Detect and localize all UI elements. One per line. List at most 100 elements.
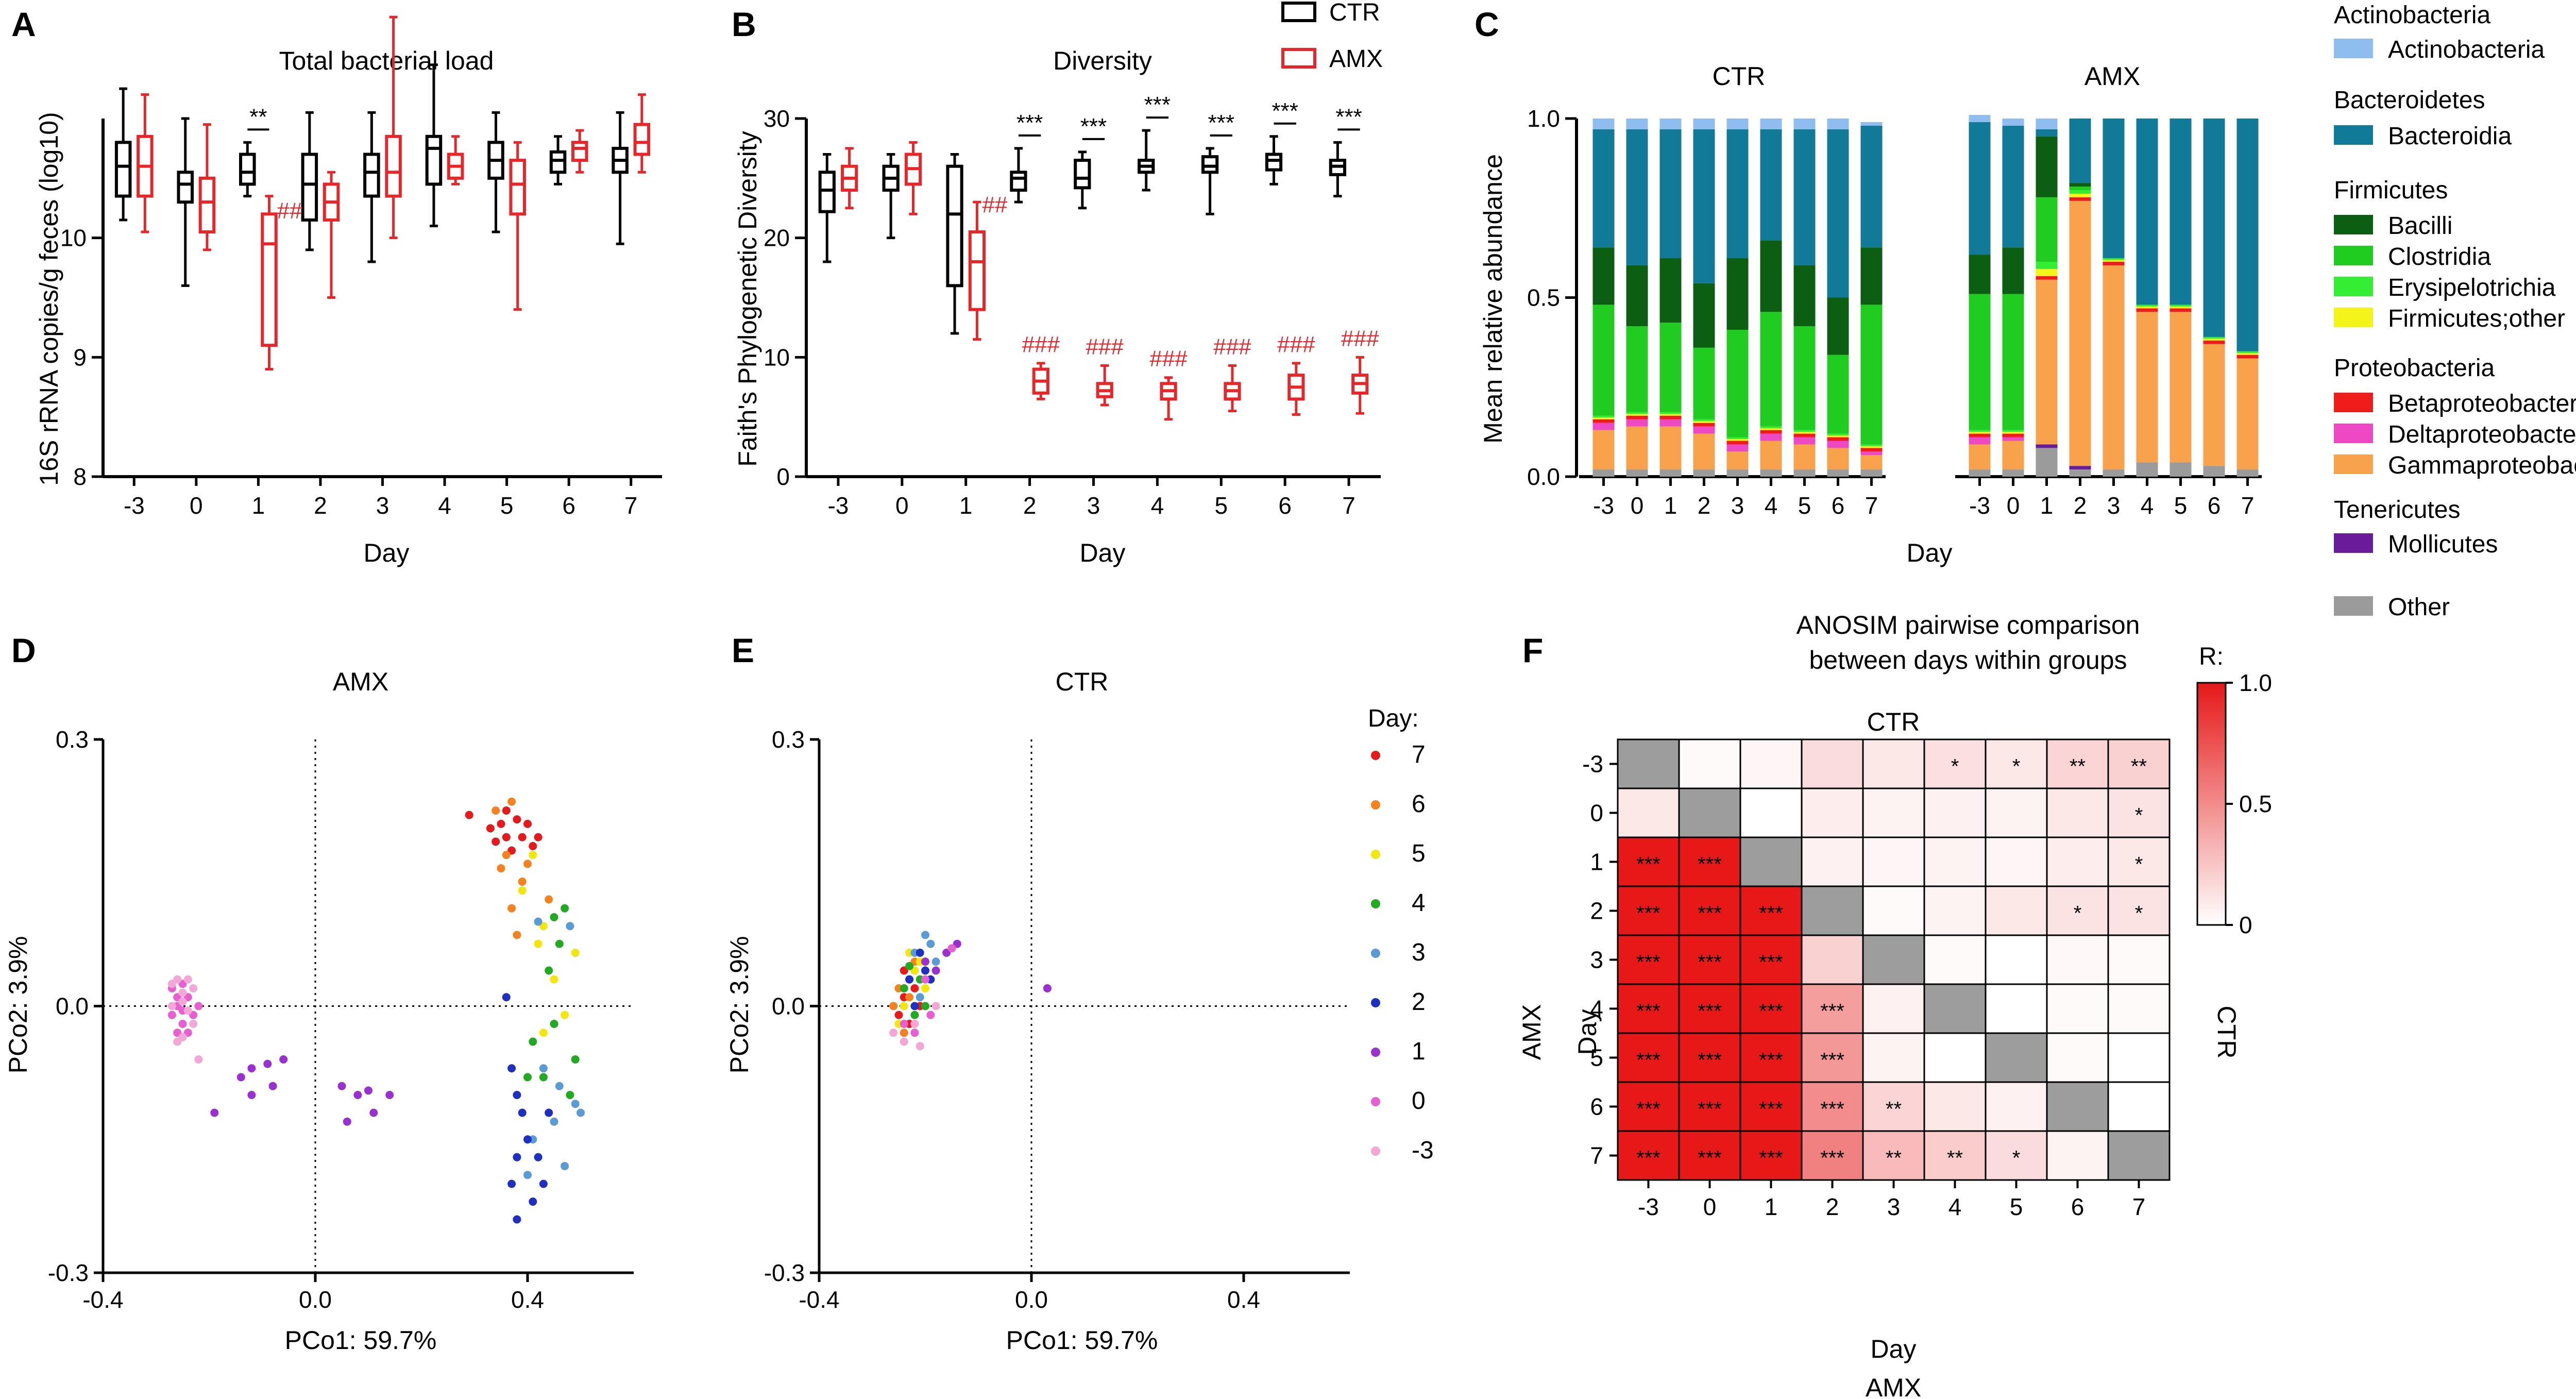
heatmap-cell-4-0 [1678, 983, 1741, 1034]
legend-phylum-firmicutes: Firmicutes [2334, 177, 2448, 204]
bar-amx-other [2136, 462, 2158, 477]
bar-amx-firmicutes-other [2236, 353, 2259, 355]
panel-d-point-day-3 [189, 1020, 198, 1028]
panel-b-xtick-label: 2 [1023, 492, 1037, 519]
panel-d-ytick-label: -0.3 [48, 1259, 89, 1286]
heatmap-cell-star: *** [1759, 1049, 1783, 1072]
legend-phylum-proteobacteria: Proteobacteria [2334, 355, 2495, 382]
panel-d-xtick-label: 0.4 [511, 1286, 544, 1313]
bar-amx-actinobacteria [2036, 119, 2058, 129]
heatmap-cell-4-3 [1862, 983, 1925, 1034]
legend-class-firmicutes-other: Firmicutes;other [2388, 305, 2565, 332]
heatmap-cell-2-7 [2107, 885, 2171, 936]
panel-e-x-axis-label: PCo1: 59.7% [1006, 1326, 1158, 1355]
panel-f-y-axis-label: Day [1573, 1009, 1602, 1055]
legend-marker-day-2 [1371, 998, 1380, 1007]
panel-d-point-day-3 [566, 922, 574, 931]
bar-amx-other [2036, 448, 2058, 477]
bar-ctr-actinobacteria [1693, 119, 1715, 129]
panel-a-box-ctr [239, 153, 256, 186]
bar-ctr-firmicutes-other [1827, 435, 1849, 437]
heatmap-cell-3-5 [1985, 934, 2048, 985]
bar-amx-bacteroidia [2069, 119, 2091, 183]
panel-d-point-day-7 [502, 806, 511, 815]
legend-swatch-clostridia [2334, 246, 2373, 265]
panel-d-point-day-0 [194, 1002, 203, 1010]
heatmap-cell-3-6 [2046, 934, 2109, 985]
legend-phylum-tenericutes: Tenericutes [2334, 496, 2460, 524]
panel-f-col-label: 7 [2132, 1193, 2146, 1220]
panel-c-y-axis-label: Mean relative abundance [1479, 154, 1507, 444]
bar-ctr-betaproteobacteria [1793, 433, 1816, 437]
panel-c-group-amx: AMX [2084, 62, 2140, 91]
panel-e-point-day-3 [931, 957, 940, 966]
bar-amx-erysipelotrichia [2103, 258, 2125, 260]
legend-label-day-7: 7 [1412, 741, 1426, 768]
panel-a-box-amx [633, 123, 651, 156]
panel-d-point-day-5 [561, 1010, 569, 1019]
panel-d-point-day-2 [502, 993, 511, 1002]
panel-d-point-day-7 [518, 833, 527, 841]
bar-amx-other [2236, 469, 2259, 477]
panel-e-point-day-0 [947, 944, 956, 953]
legend-swatch-ctr [1281, 2, 1316, 22]
heatmap-cell-star: ** [1886, 1098, 1902, 1121]
panel-f-left-label: AMX [1517, 1004, 1546, 1060]
heatmap-cell-1-7 [2107, 836, 2171, 887]
panel-e-point-day-3 [916, 1042, 924, 1051]
heatmap-cell-star: *** [1636, 853, 1660, 876]
bar-ctr-erysipelotrichia [1827, 433, 1849, 436]
heatmap-cell-0-5 [1985, 787, 2048, 838]
panel-d-point-day-6 [513, 931, 521, 939]
panel-e-ytick-label: -0.3 [764, 1259, 805, 1286]
panel-label-d: D [11, 631, 36, 669]
bar-ctr-erysipelotrichia [1793, 430, 1816, 432]
panel-c-xtick-label: 4 [1765, 492, 1778, 519]
heatmap-cell-0-3 [1617, 787, 1680, 838]
bar-ctr-bacilli [1860, 247, 1883, 305]
panel-f-row-label: 4 [1590, 996, 1603, 1022]
bar-ctr-bacilli [1760, 240, 1782, 312]
bar-amx-other [2069, 469, 2091, 477]
legend-swatch-betaproteobacteria [2334, 393, 2373, 412]
heatmap-cell-star: *** [1698, 1000, 1722, 1023]
panel-b-xtick-label: 1 [959, 492, 973, 519]
heatmap-cell-3-1 [1739, 934, 1803, 985]
panel-a-x-axis-label: Day [364, 538, 410, 567]
panel-f-title-line-1: ANOSIM pairwise comparison [1797, 611, 2140, 639]
legend-swatch-bacilli [2334, 215, 2373, 234]
legend-class-gammaproteobacteria: Gammaproteobacteria [2388, 452, 2576, 479]
panel-e-point-day-3 [916, 993, 924, 1002]
heatmap-cell-3-0 [1678, 934, 1741, 985]
heatmap-cell-star: *** [1636, 951, 1660, 974]
heatmap-cell-star: ** [2070, 755, 2086, 778]
panel-c-xtick-label: -3 [1969, 492, 1990, 519]
panel-b-box-amx [968, 230, 986, 311]
panel-a-box-amx [261, 212, 278, 347]
heatmap-cell-1-5 [1985, 836, 2048, 887]
bar-amx-other [2002, 469, 2024, 477]
bar-ctr-betaproteobacteria [1659, 415, 1682, 419]
bar-amx-betaproteobacteria [2069, 197, 2091, 201]
panel-d-x-axis-label: PCo1: 59.7% [285, 1326, 437, 1355]
bar-amx-mollicutes [2069, 466, 2091, 470]
heatmap-cell-3-2 [1801, 738, 1864, 789]
bar-ctr-erysipelotrichia [1760, 426, 1782, 429]
bar-ctr-betaproteobacteria [1827, 437, 1849, 441]
bar-ctr-deltaproteobacteria [1726, 444, 1749, 452]
heatmap-cell-star: * [2135, 804, 2143, 827]
bar-ctr-bacteroidia [1793, 129, 1816, 265]
legend-phylum-actinobacteria: Actinobacteria [2334, 2, 2490, 29]
panel-d-point-day-2 [529, 1198, 537, 1206]
panel-c-xtick-label: 4 [2141, 492, 2154, 519]
panel-label-f: F [1522, 631, 1543, 669]
bar-ctr-gammaproteobacteria [1693, 433, 1715, 470]
bar-ctr-bacilli [1592, 247, 1615, 305]
panel-d-pcoa-scatter: D AMX PCo1: 59.7% PCo2: 3.9% -0.4 0.0 0.4 -… [4, 631, 634, 1355]
bar-ctr-clostridia [1827, 355, 1849, 434]
panel-d-point-day-3 [523, 1171, 532, 1179]
panel-b-sig-star: *** [1208, 110, 1234, 136]
heatmap-cell-7-5 [1985, 1130, 2048, 1181]
heatmap-cell-2-0 [1678, 885, 1741, 936]
heatmap-cell-5-5 [1985, 1032, 2048, 1083]
